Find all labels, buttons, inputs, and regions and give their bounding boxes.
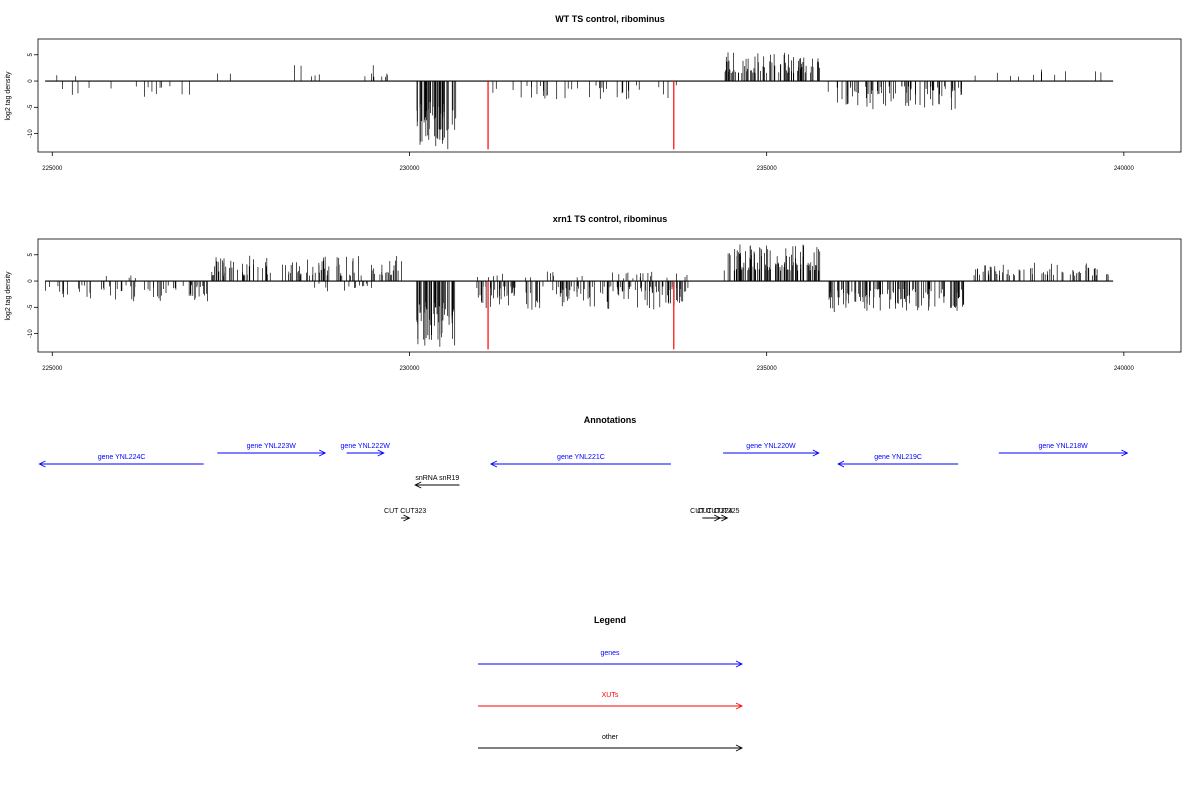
y-tick-label: 0: [28, 279, 34, 283]
legend-arrowhead: [735, 702, 744, 710]
y-tick-label: -10: [28, 329, 34, 338]
wt-y-axis: -10 -5 0 5: [28, 52, 38, 138]
feature-arrowhead: [721, 514, 729, 522]
x-tick-label: 230000: [399, 366, 420, 372]
legend-title: Legend: [594, 615, 626, 625]
wt-density-bars: [45, 52, 1114, 150]
wt-track-title: WT TS control, ribominus: [555, 14, 665, 24]
legend-panel: Legend genes XUTs other: [478, 615, 744, 752]
xrn1-track-panel: xrn1 TS control, ribominus log2 tag dens…: [5, 214, 1182, 372]
y-tick-label: 5: [28, 252, 34, 256]
gene-label: gene YNL219C: [874, 454, 922, 461]
y-tick-label: -5: [28, 304, 34, 310]
x-tick-label: 225000: [42, 166, 63, 172]
y-tick-label: 5: [28, 52, 34, 56]
other-feature-label: CUT CUT323: [384, 508, 426, 515]
other-feature-label: CUT CUT325: [697, 508, 739, 515]
gene-label: gene YNL223W: [247, 443, 297, 450]
legend-label: XUTs: [602, 692, 619, 699]
other-feature-label: snRNA snR19: [415, 475, 459, 482]
feature-arrowhead: [414, 481, 422, 489]
x-tick-label: 240000: [1114, 366, 1135, 372]
xrn1-y-axis-label: log2 tag density: [5, 271, 12, 321]
legend-arrowhead: [735, 744, 744, 752]
y-tick-label: -5: [28, 104, 34, 110]
gene-label: gene YNL224C: [98, 454, 146, 461]
xrn1-y-axis: -10 -5 0 5: [28, 252, 38, 338]
y-tick-label: -10: [28, 129, 34, 138]
wt-track-panel: WT TS control, ribominus log2 tag densit…: [5, 14, 1182, 172]
legend-label: genes: [600, 650, 620, 657]
feature-arrowhead: [38, 460, 46, 468]
other-feature-label: CUT CUT324: [690, 508, 732, 515]
xrn1-track-title: xrn1 TS control, ribominus: [553, 214, 668, 224]
wt-plot-frame: [37, 38, 1182, 153]
wt-y-axis-label: log2 tag density: [5, 71, 12, 121]
xrn1-plot-frame: [37, 238, 1182, 353]
feature-arrowhead: [377, 449, 385, 457]
legend-items: genes XUTs other: [478, 650, 744, 752]
feature-arrowhead: [318, 449, 327, 457]
feature-arrowhead: [403, 514, 411, 522]
gene-label: gene YNL221C: [557, 454, 605, 461]
x-tick-label: 240000: [1114, 166, 1135, 172]
y-tick-label: 0: [28, 79, 34, 83]
xrn1-x-axis: 225000 230000 235000 240000: [42, 352, 1135, 372]
legend-label: other: [602, 734, 619, 741]
gene-label: gene YNL220W: [746, 443, 796, 450]
feature-arrowhead: [837, 460, 845, 468]
legend-arrowhead: [735, 660, 744, 668]
x-tick-label: 235000: [757, 166, 778, 172]
gene-label: gene YNL218W: [1038, 443, 1088, 450]
gene-label: gene YNL222W: [341, 443, 391, 450]
x-tick-label: 235000: [757, 366, 778, 372]
feature-arrowhead: [812, 449, 820, 457]
x-tick-label: 225000: [42, 366, 63, 372]
annotation-features: gene YNL224C gene YNL223W gene YNL222W gene…: [38, 443, 1129, 522]
wt-x-axis: 225000 230000 235000 240000: [42, 152, 1135, 172]
feature-arrowhead: [1121, 449, 1129, 457]
annotations-title: Annotations: [584, 415, 637, 425]
xrn1-density-bars: [45, 244, 1114, 350]
feature-arrowhead: [489, 460, 498, 468]
x-tick-label: 230000: [399, 166, 420, 172]
